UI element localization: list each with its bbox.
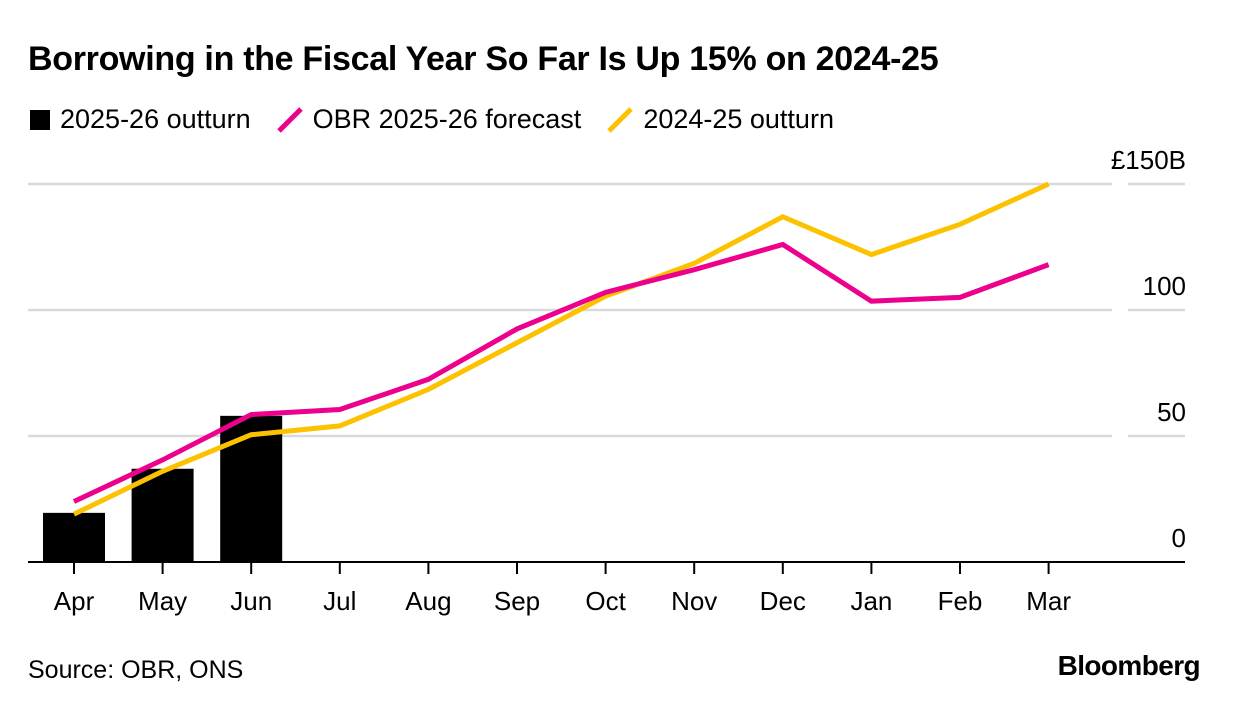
legend-swatch-yellow-line [605, 105, 635, 135]
legend-item-bars: 2025-26 outturn [30, 104, 251, 135]
bloomberg-logo: Bloomberg [1057, 650, 1201, 681]
legend-swatch-black-square [30, 109, 50, 130]
legend-swatch-pink-line [275, 105, 305, 135]
chart-title: Borrowing in the Fiscal Year So Far Is U… [28, 40, 939, 78]
source-note: Source: OBR, ONS [28, 656, 244, 684]
bar [43, 512, 105, 562]
y-tick-label: £150B [1111, 145, 1186, 175]
bar [220, 415, 283, 562]
x-tick-label: Jan [850, 586, 892, 616]
legend-item-prior-year: 2024-25 outturn [605, 104, 834, 135]
legend-label-prior-year: 2024-25 outturn [643, 104, 834, 134]
legend-label-forecast: OBR 2025-26 forecast [312, 104, 582, 134]
x-tick-label: Apr [54, 586, 95, 616]
x-tick-label: May [138, 586, 187, 616]
x-tick-label: Jul [323, 586, 356, 616]
legend: 2025-26 outturn OBR 2025-26 forecast 202… [30, 104, 858, 135]
chart-plot: 0 50 100 £150B Apr May Jun Jul Aug Sep Oct Nov Dec Ja… [28, 145, 1186, 616]
x-tick-label: Oct [585, 586, 626, 616]
x-tick-label: Mar [1026, 586, 1071, 616]
legend-label-bars: 2025-26 outturn [60, 104, 251, 134]
x-tick-label: Nov [671, 586, 717, 616]
y-tick-label: 100 [1143, 271, 1186, 301]
y-tick-label: 50 [1157, 397, 1186, 427]
y-tick-label: 0 [1172, 523, 1186, 553]
x-tick-label: Dec [760, 586, 806, 616]
series-line [72, 181, 1050, 517]
legend-item-forecast: OBR 2025-26 forecast [275, 104, 582, 135]
series-line [72, 241, 1050, 504]
x-tick-label: Jun [230, 586, 272, 616]
x-tick-label: Aug [405, 586, 451, 616]
bar [131, 468, 194, 562]
x-tick-label: Sep [494, 586, 540, 616]
x-tick-label: Feb [938, 586, 983, 616]
